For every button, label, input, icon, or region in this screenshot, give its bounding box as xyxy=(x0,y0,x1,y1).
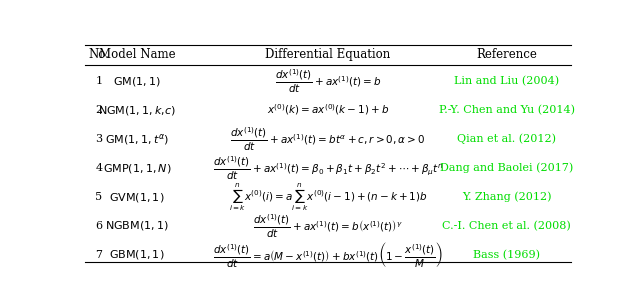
Text: 1: 1 xyxy=(95,76,102,86)
Text: Y. Zhang (2012): Y. Zhang (2012) xyxy=(462,192,551,202)
Text: Differential Equation: Differential Equation xyxy=(266,48,390,62)
Text: $\dfrac{dx^{(1)}(t)}{dt} + ax^{(1)}(t) = \beta_0 + \beta_1 t + \beta_2 t^2 + \cd: $\dfrac{dx^{(1)}(t)}{dt} + ax^{(1)}(t) =… xyxy=(212,154,444,182)
Text: 2: 2 xyxy=(95,105,102,115)
Text: 7: 7 xyxy=(95,250,102,260)
Text: 3: 3 xyxy=(95,134,102,144)
Text: Qian et al. (2012): Qian et al. (2012) xyxy=(457,134,556,144)
Text: $\mathrm{GVM(1,1)}$: $\mathrm{GVM(1,1)}$ xyxy=(109,190,164,203)
Text: $\mathrm{GBM(1,1)}$: $\mathrm{GBM(1,1)}$ xyxy=(109,248,164,262)
Text: Model Name: Model Name xyxy=(99,48,175,62)
Text: 4: 4 xyxy=(95,163,102,173)
Text: Bass (1969): Bass (1969) xyxy=(473,250,540,260)
Text: $\dfrac{dx^{(1)}(t)}{dt} = a\left(M - x^{(1)}(t)\right) + bx^{(1)}(t)\left(1 - \: $\dfrac{dx^{(1)}(t)}{dt} = a\left(M - x^… xyxy=(213,241,443,269)
Text: $\mathrm{NGM(1,1,}k\mathrm{,}c\mathrm{)}$: $\mathrm{NGM(1,1,}k\mathrm{,}c\mathrm{)}… xyxy=(98,103,176,116)
Text: $\dfrac{dx^{(1)}(t)}{dt} + ax^{(1)}(t) = b$: $\dfrac{dx^{(1)}(t)}{dt} + ax^{(1)}(t) =… xyxy=(275,68,381,94)
Text: $\mathrm{GMP(1,1,}N\mathrm{)}$: $\mathrm{GMP(1,1,}N\mathrm{)}$ xyxy=(103,161,172,175)
Text: Reference: Reference xyxy=(476,48,537,62)
Text: $\mathrm{GM(1,1,}t^{\alpha}\mathrm{)}$: $\mathrm{GM(1,1,}t^{\alpha}\mathrm{)}$ xyxy=(105,131,169,146)
Text: 6: 6 xyxy=(95,221,102,231)
Text: $\mathrm{GM(1,1)}$: $\mathrm{GM(1,1)}$ xyxy=(113,74,161,88)
Text: $x^{(0)}(k) = ax^{(0)}(k-1) + b$: $x^{(0)}(k) = ax^{(0)}(k-1) + b$ xyxy=(267,103,389,117)
Text: $\dfrac{dx^{(1)}(t)}{dt} + ax^{(1)}(t) = b\left(x^{(1)}(t)\right)^{\gamma}$: $\dfrac{dx^{(1)}(t)}{dt} + ax^{(1)}(t) =… xyxy=(253,212,403,239)
Text: $\sum_{i=k}^{n} x^{(0)}(i) = a \sum_{i=k}^{n} x^{(0)}(i-1) + (n-k+1)b$: $\sum_{i=k}^{n} x^{(0)}(i) = a \sum_{i=k… xyxy=(228,181,428,213)
Text: Dang and Baolei (2017): Dang and Baolei (2017) xyxy=(440,163,573,173)
Text: $\mathrm{NGBM(1,1)}$: $\mathrm{NGBM(1,1)}$ xyxy=(105,220,169,232)
Text: $\dfrac{dx^{(1)}(t)}{dt} + ax^{(1)}(t) = bt^{\alpha} + c, r > 0, \alpha > 0$: $\dfrac{dx^{(1)}(t)}{dt} + ax^{(1)}(t) =… xyxy=(230,125,426,153)
Text: C.-I. Chen et al. (2008): C.-I. Chen et al. (2008) xyxy=(442,221,571,231)
Text: 5: 5 xyxy=(95,192,102,202)
Text: Lin and Liu (2004): Lin and Liu (2004) xyxy=(454,76,559,86)
Text: No.: No. xyxy=(88,48,109,62)
Text: P.-Y. Chen and Yu (2014): P.-Y. Chen and Yu (2014) xyxy=(438,105,575,115)
